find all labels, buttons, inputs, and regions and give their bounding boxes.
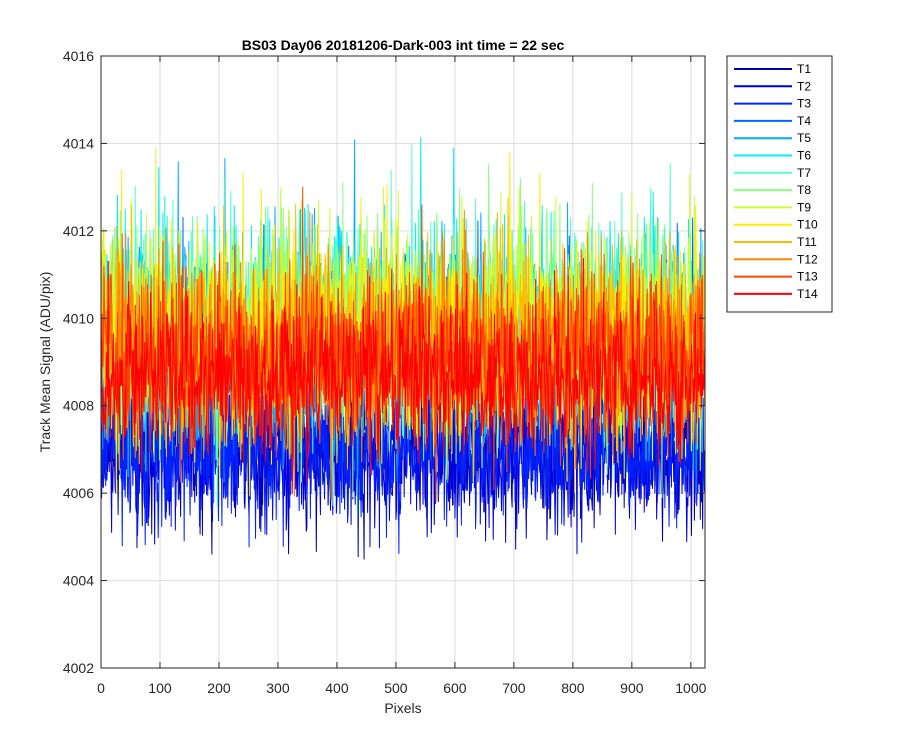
legend: T1 T2 T3 T4 T5 T6 T7 T8 T9 T10 T11 T12 T13 T14: [726, 55, 833, 313]
ticks: [100, 55, 705, 669]
x-tick-label: 400: [325, 680, 349, 696]
x-tick-label: 600: [443, 680, 467, 696]
x-tick-label: 900: [620, 680, 644, 696]
y-tick-label: 4002: [63, 660, 94, 676]
y-tick-label: 4014: [63, 135, 94, 151]
x-tick-label: 800: [561, 680, 585, 696]
y-tick-labels: 4002 4004 4006 4008 4010 4012 4014 4016: [63, 48, 94, 676]
x-axis-label: Pixels: [384, 700, 421, 716]
y-tick-label: 4016: [63, 48, 94, 64]
chart-title: BS03 Day06 20181206-Dark-003 int time = …: [242, 37, 565, 53]
y-tick-label: 4004: [63, 573, 94, 589]
y-tick-label: 4006: [63, 485, 94, 501]
x-tick-label: 1000: [675, 680, 706, 696]
legend-label-t4: T4: [797, 114, 811, 128]
x-tick-label: 300: [266, 680, 290, 696]
x-tick-label: 700: [502, 680, 526, 696]
x-tick-label: 0: [97, 680, 105, 696]
legend-label-t11: T11: [797, 235, 817, 249]
legend-label-t6: T6: [797, 149, 811, 163]
legend-label-t8: T8: [797, 183, 811, 197]
series-layer: [101, 136, 705, 560]
x-tick-labels: 0 100 200 300 400 500 600 700 800 900 1000: [97, 680, 707, 696]
legend-label-t7: T7: [797, 166, 811, 180]
legend-label-t14: T14: [797, 287, 818, 301]
legend-label-t12: T12: [797, 252, 818, 266]
x-tick-label: 100: [148, 680, 172, 696]
plot-box: [100, 55, 706, 669]
legend-label-t13: T13: [797, 270, 818, 284]
x-tick-label: 200: [207, 680, 231, 696]
series-line-t14: [101, 258, 705, 495]
legend-box: [726, 55, 833, 313]
x-tick-label: 500: [384, 680, 408, 696]
y-axis-label: Track Mean Signal (ADU/pix): [37, 272, 53, 453]
legend-label-t5: T5: [797, 131, 811, 145]
legend-label-t3: T3: [797, 97, 811, 111]
legend-label-t2: T2: [797, 79, 811, 93]
y-tick-label: 4010: [63, 310, 94, 326]
legend-label-t10: T10: [797, 218, 818, 232]
legend-label-t1: T1: [797, 62, 811, 76]
legend-label-t9: T9: [797, 200, 811, 214]
y-tick-label: 4008: [63, 398, 94, 414]
y-tick-label: 4012: [63, 223, 94, 239]
